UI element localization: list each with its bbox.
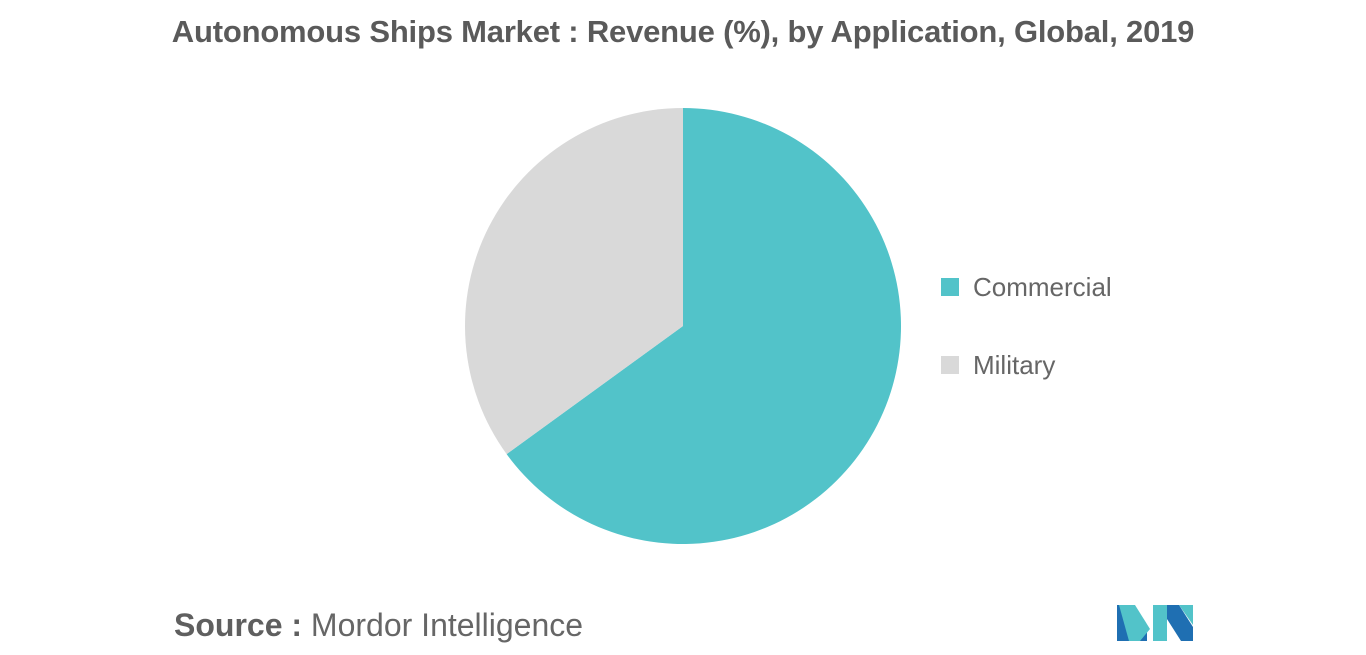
pie-slices <box>465 108 901 545</box>
legend-label-commercial: Commercial <box>973 271 1112 302</box>
mordor-intelligence-logo-icon <box>1117 605 1193 641</box>
source-prefix: Source : <box>174 607 303 643</box>
pie-slice-commercial <box>506 108 901 545</box>
source-note: Source : Mordor Intelligence <box>174 607 583 644</box>
pie-slice-military <box>465 108 683 455</box>
chart-legend: Commercial Military <box>941 270 1112 426</box>
legend-item-military: Military <box>941 348 1112 382</box>
legend-swatch-commercial <box>941 278 959 296</box>
chart-title: Autonomous Ships Market : Revenue (%), b… <box>171 14 1195 49</box>
legend-label-military: Military <box>973 349 1056 380</box>
legend-swatch-military <box>941 356 959 374</box>
legend-item-commercial: Commercial <box>941 270 1112 304</box>
source-text: Mordor Intelligence <box>310 607 584 643</box>
